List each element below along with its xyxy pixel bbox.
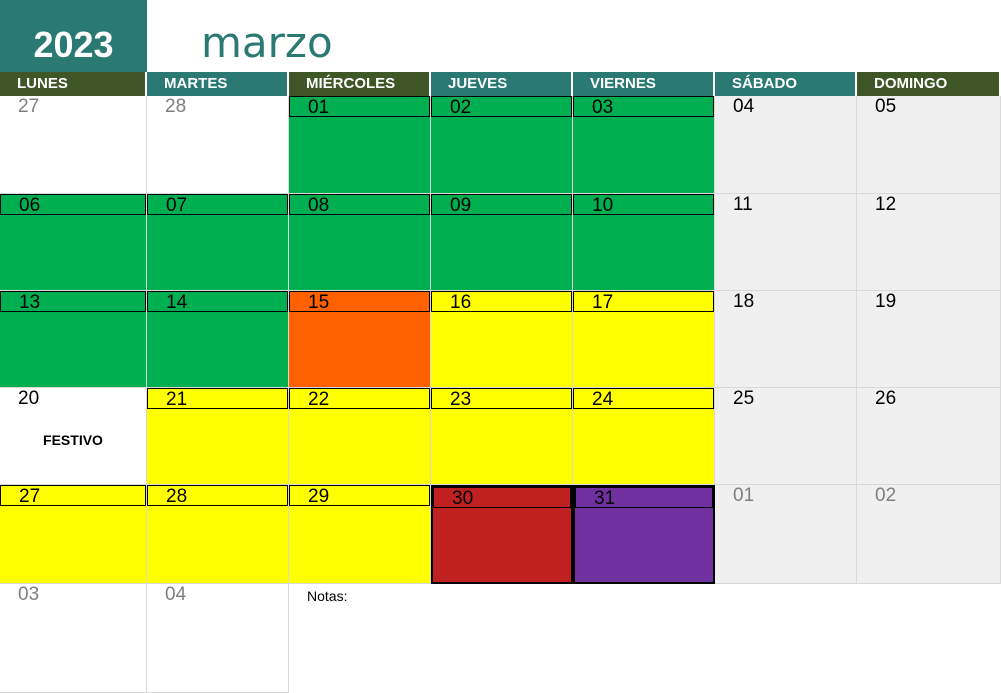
day-number: 28: [165, 96, 187, 117]
day-number: 14: [147, 291, 288, 313]
day-number: 19: [875, 291, 897, 312]
day-cell[interactable]: 23: [431, 388, 573, 485]
day-number: 21: [147, 388, 288, 410]
day-number: 22: [289, 388, 430, 410]
day-number: 16: [431, 291, 572, 313]
day-number: 03: [18, 584, 40, 605]
day-number: 01: [289, 96, 430, 118]
day-cell[interactable]: 10: [573, 194, 715, 291]
day-number: 10: [573, 194, 714, 216]
day-number: 11: [733, 194, 753, 215]
day-cell[interactable]: 27: [0, 96, 147, 194]
day-number: 18: [733, 291, 755, 312]
day-cell[interactable]: 08: [289, 194, 431, 291]
weekday-header-sábado: SÁBADO: [715, 72, 855, 96]
day-cell[interactable]: 04: [715, 96, 857, 194]
day-cell[interactable]: 25: [715, 388, 857, 485]
day-cell[interactable]: 19: [857, 291, 1001, 388]
day-cell[interactable]: 07: [147, 194, 289, 291]
day-number: 05: [875, 96, 897, 117]
notes-label: Notas:: [307, 588, 348, 604]
day-cell[interactable]: 28: [147, 96, 289, 194]
day-cell[interactable]: 30: [431, 485, 573, 584]
day-number: 31: [575, 487, 713, 509]
day-number: 07: [147, 194, 288, 216]
day-cell[interactable]: 15: [289, 291, 431, 388]
day-number: 30: [433, 487, 571, 509]
month-title: marzo: [201, 18, 333, 67]
day-number: 03: [573, 96, 714, 118]
day-cell[interactable]: 06: [0, 194, 147, 291]
day-cell[interactable]: 22: [289, 388, 431, 485]
day-number: 20: [18, 388, 40, 409]
day-number: 08: [289, 194, 430, 216]
day-number: 15: [289, 291, 430, 313]
day-number: 23: [431, 388, 572, 410]
day-number: 12: [875, 194, 897, 215]
day-number: 25: [733, 388, 755, 409]
day-number: 06: [0, 194, 146, 216]
weekday-header-jueves: JUEVES: [431, 72, 571, 96]
day-cell[interactable]: 03: [573, 96, 715, 194]
day-number: 17: [573, 291, 714, 313]
day-cell[interactable]: 14: [147, 291, 289, 388]
day-cell[interactable]: 02: [857, 485, 1001, 584]
day-number: 29: [289, 485, 430, 507]
day-cell[interactable]: 17: [573, 291, 715, 388]
weekday-header-martes: MARTES: [147, 72, 287, 96]
day-cell[interactable]: 31: [573, 485, 715, 584]
day-cell[interactable]: 20 FESTIVO: [0, 388, 147, 485]
day-cell[interactable]: 09: [431, 194, 573, 291]
day-number: 24: [573, 388, 714, 410]
day-cell[interactable]: 29: [289, 485, 431, 584]
day-cell[interactable]: 24: [573, 388, 715, 485]
day-cell[interactable]: 11: [715, 194, 857, 291]
day-number: 26: [875, 388, 897, 409]
weekday-header-domingo: DOMINGO: [857, 72, 999, 96]
day-number: 09: [431, 194, 572, 216]
day-cell[interactable]: 21: [147, 388, 289, 485]
day-number: 01: [733, 485, 755, 506]
day-number: 02: [875, 485, 897, 506]
day-number: 04: [165, 584, 187, 605]
day-cell[interactable]: 05: [857, 96, 1001, 194]
day-number: 02: [431, 96, 572, 118]
day-cell[interactable]: 16: [431, 291, 573, 388]
day-cell[interactable]: 04: [147, 584, 289, 693]
day-cell[interactable]: 18: [715, 291, 857, 388]
day-number: 28: [147, 485, 288, 507]
day-cell[interactable]: 26: [857, 388, 1001, 485]
day-cell[interactable]: 01: [289, 96, 431, 194]
day-note: FESTIVO: [43, 432, 103, 448]
day-cell[interactable]: 02: [431, 96, 573, 194]
weekday-header-viernes: VIERNES: [573, 72, 713, 96]
day-cell[interactable]: 27: [0, 485, 147, 584]
day-number: 27: [0, 485, 146, 507]
weekday-header-lunes: LUNES: [0, 72, 145, 96]
day-cell[interactable]: 28: [147, 485, 289, 584]
day-cell[interactable]: 13: [0, 291, 147, 388]
day-cell[interactable]: 12: [857, 194, 1001, 291]
day-cell[interactable]: 03: [0, 584, 147, 693]
year-label: 2023: [0, 0, 147, 72]
day-number: 04: [733, 96, 755, 117]
day-number: 27: [18, 96, 40, 117]
day-cell[interactable]: 01: [715, 485, 857, 584]
weekday-header-miércoles: MIÉRCOLES: [289, 72, 429, 96]
day-number: 13: [0, 291, 146, 313]
